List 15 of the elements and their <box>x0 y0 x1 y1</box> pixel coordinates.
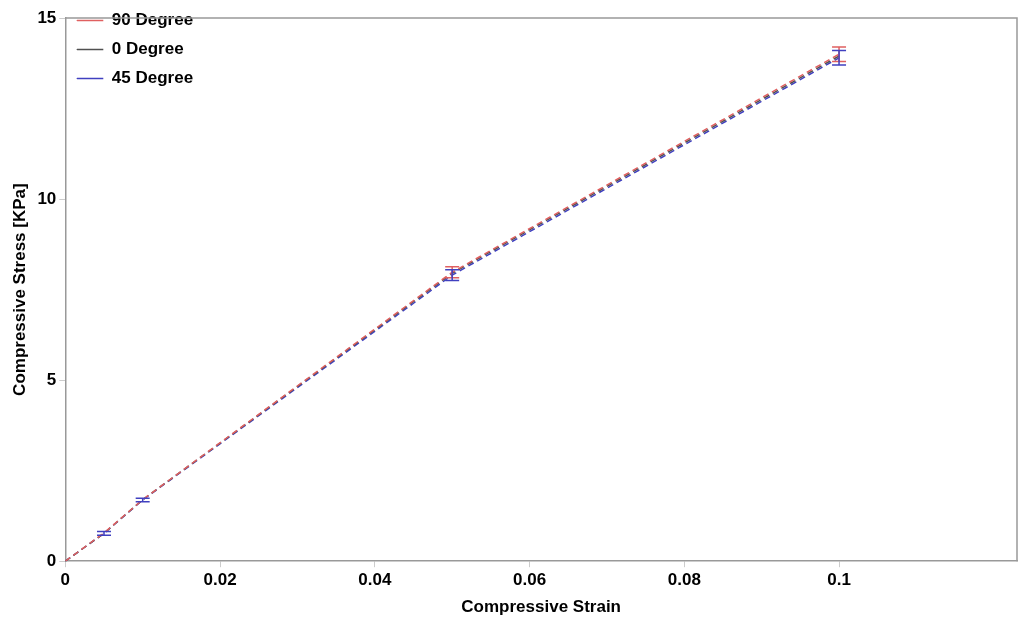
x-tick-label: 0.04 <box>358 570 392 590</box>
x-tick-label: 0.06 <box>513 570 547 590</box>
y-tick-label: 5 <box>46 369 57 389</box>
legend-label: 0 Degree <box>111 39 184 59</box>
legend-label: 90 Degree <box>111 10 194 30</box>
x-tick-label: 0.02 <box>203 570 237 590</box>
y-axis-title: Compressive Stress [KPa] <box>9 183 29 396</box>
legend-label: 45 Degree <box>111 68 194 88</box>
x-axis-title: Compressive Strain <box>461 597 621 617</box>
x-tick-label: 0 <box>60 570 71 590</box>
y-tick-label: 15 <box>37 7 57 27</box>
y-tick-label: 10 <box>37 188 57 208</box>
x-tick-label: 0.08 <box>667 570 701 590</box>
y-tick-label: 0 <box>46 550 57 570</box>
x-tick-label: 0.1 <box>827 570 851 590</box>
